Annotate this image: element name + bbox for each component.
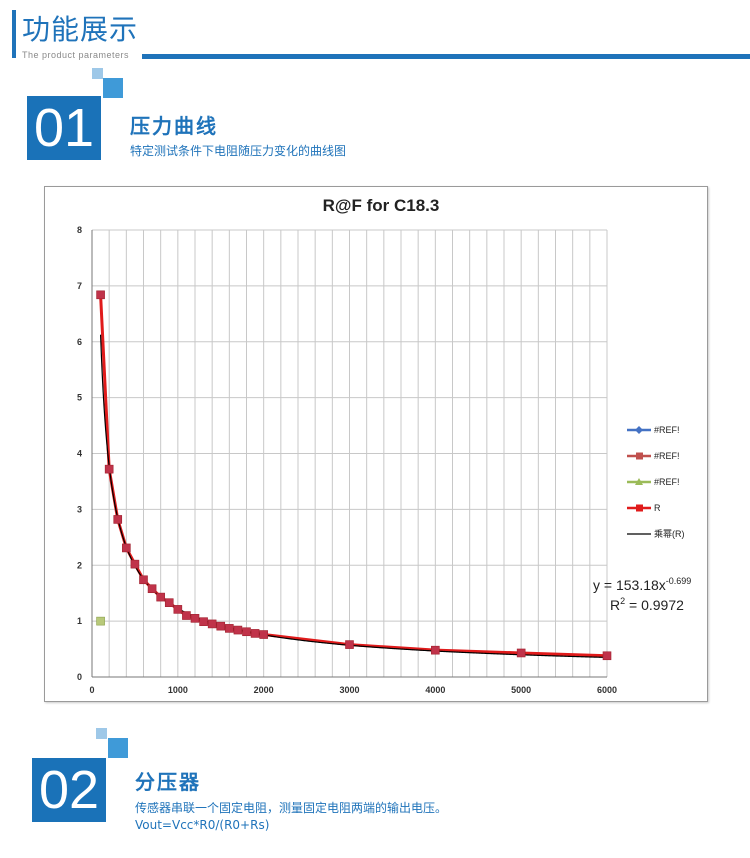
legend-marker-square	[636, 504, 643, 512]
decor-square-medium	[103, 78, 123, 98]
y-tick-label: 7	[77, 281, 82, 291]
header-accent-bar	[12, 10, 16, 58]
data-point-r	[130, 559, 140, 569]
data-point-r	[139, 575, 148, 585]
x-tick-label: 6000	[597, 685, 617, 695]
data-point-r	[431, 645, 440, 655]
page-title: 功能展示	[22, 13, 139, 46]
data-point-r	[113, 515, 123, 524]
data-point-r	[147, 584, 157, 594]
data-point-r	[173, 605, 183, 614]
x-tick-label: 5000	[511, 685, 531, 695]
decor-square-small	[92, 68, 103, 79]
resistance-force-chart: 0 1 2 3 4 5 6 7 8 0 1000 2000 3000 4000 5000 6000 #REF!…	[77, 196, 691, 695]
decor-square-small	[96, 728, 107, 739]
r-squared-label: R2 = 0.9972	[610, 596, 684, 613]
y-tick-label: 2	[77, 560, 82, 570]
section-number-01: 01	[27, 96, 101, 160]
data-point-r	[602, 651, 612, 661]
legend-label: #REF!	[654, 477, 680, 487]
section-title: 分压器	[135, 770, 201, 794]
series-line-r	[99, 294, 608, 658]
section-number-02: 02	[32, 758, 106, 822]
trendline-equation: y = 153.18x-0.699	[593, 576, 691, 593]
x-tick-label: 4000	[425, 685, 445, 695]
chart-title: R@F for C18.3	[323, 196, 440, 215]
section-description: 传感器串联一个固定电阻，测量固定电阻两端的输出电压。	[135, 801, 448, 815]
data-point-r	[233, 625, 243, 635]
data-point-r	[345, 640, 354, 649]
data-point-ref	[96, 616, 105, 626]
data-point-r	[122, 543, 131, 553]
decor-square-medium	[108, 738, 128, 758]
y-tick-label: 8	[77, 225, 82, 235]
data-point-r	[156, 592, 165, 602]
y-tick-label: 1	[77, 616, 82, 626]
data-point-r	[259, 630, 268, 639]
y-tick-label: 4	[77, 449, 82, 459]
data-point-r	[96, 290, 105, 300]
data-point-r	[164, 598, 174, 607]
x-tick-label: 2000	[254, 685, 274, 695]
data-point-r	[207, 619, 217, 629]
data-point-r	[516, 648, 526, 658]
y-tick-label: 0	[77, 672, 82, 682]
x-tick-label: 1000	[168, 685, 188, 695]
x-tick-label: 0	[89, 685, 94, 695]
legend-marker-diamond	[635, 426, 643, 434]
data-point-r	[190, 614, 200, 623]
data-point-r	[225, 624, 234, 633]
legend-label: #REF!	[654, 451, 680, 461]
section-title: 压力曲线	[130, 114, 218, 138]
x-tick-label: 3000	[339, 685, 359, 695]
legend-label: 乘幂(R)	[654, 528, 685, 539]
legend-marker-square	[636, 452, 643, 460]
data-point-r	[216, 621, 226, 631]
voltage-formula: Vout=Vcc*R0/(R0+Rs)	[135, 818, 270, 832]
data-point-r	[250, 629, 260, 638]
y-tick-label: 5	[77, 393, 82, 403]
chart-frame: 0 1 2 3 4 5 6 7 8 0 1000 2000 3000 4000 5000 6000 #REF!…	[44, 186, 708, 702]
data-point-r	[182, 611, 191, 620]
legend-marker-triangle	[635, 478, 643, 485]
header-divider	[142, 54, 750, 59]
data-point-r	[104, 464, 114, 474]
legend-label: R	[654, 503, 661, 513]
data-point-r	[199, 617, 208, 626]
data-point-r	[242, 627, 251, 637]
y-tick-label: 3	[77, 504, 82, 514]
legend-label: #REF!	[654, 425, 680, 435]
page-subtitle: The product parameters	[22, 50, 130, 60]
y-tick-label: 6	[77, 337, 82, 347]
section-description: 特定测试条件下电阻随压力变化的曲线图	[130, 144, 347, 158]
